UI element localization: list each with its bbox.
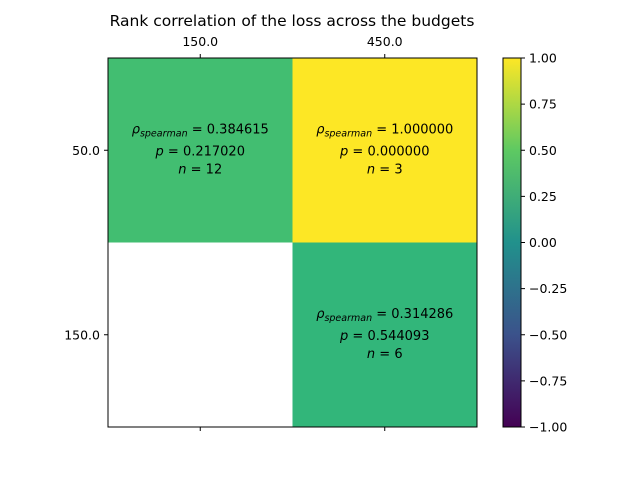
y-axis-left: 50.0 150.0 [64,143,108,342]
x-axis-top: 150.0 450.0 [182,34,403,431]
cell-n-label: n = 3 [367,162,403,177]
cell-rho-label: ρspearman = 0.314286 [316,307,453,324]
x-tick-label: 450.0 [367,34,403,49]
cell-n-label: n = 12 [178,162,222,177]
colorbar-tick-label: −0.50 [529,327,567,342]
heatmap-cell-r0-c0 [108,58,293,243]
heatmap-cell-r0-c1 [292,58,477,243]
colorbar-tick-label: −0.25 [529,281,567,296]
x-tick-label: 150.0 [182,34,218,49]
y-tick-label: 150.0 [64,327,100,342]
plot-frame [107,57,478,428]
colorbar-tick-label: −0.75 [529,373,567,388]
y-tick-label: 50.0 [72,143,100,158]
colorbar-tick-label: 0.50 [529,143,557,158]
colorbar-tick-label: −1.00 [529,420,567,435]
heatmap-cells [108,58,477,427]
colorbar-tick-label: 1.00 [529,51,557,66]
colorbar [502,57,522,428]
cell-p-label: p = 0.000000 [339,144,429,159]
cell-n-label: n = 6 [367,347,403,362]
cell-p-label: p = 0.544093 [339,329,429,344]
heatmap-cell-annotations: ρspearman = 0.384615 p = 0.217020 n = 12 ρs… [132,122,454,362]
colorbar-tick-label: 0.25 [529,189,557,204]
colorbar-tick-label: 0.75 [529,97,557,112]
colorbar-ticks: 1.00 0.75 0.50 0.25 0.00 −0.25 −0.50 −0.75 −1.00 [521,51,567,435]
chart-title: Rank correlation of the loss across the … [110,12,475,30]
cell-rho-label: ρspearman = 1.000000 [316,122,453,139]
heatmap-cell-r1-c1 [292,242,477,427]
cell-p-label: p = 0.217020 [155,144,245,159]
colorbar-tick-label: 0.00 [529,235,557,250]
cell-rho-label: ρspearman = 0.384615 [132,122,269,139]
